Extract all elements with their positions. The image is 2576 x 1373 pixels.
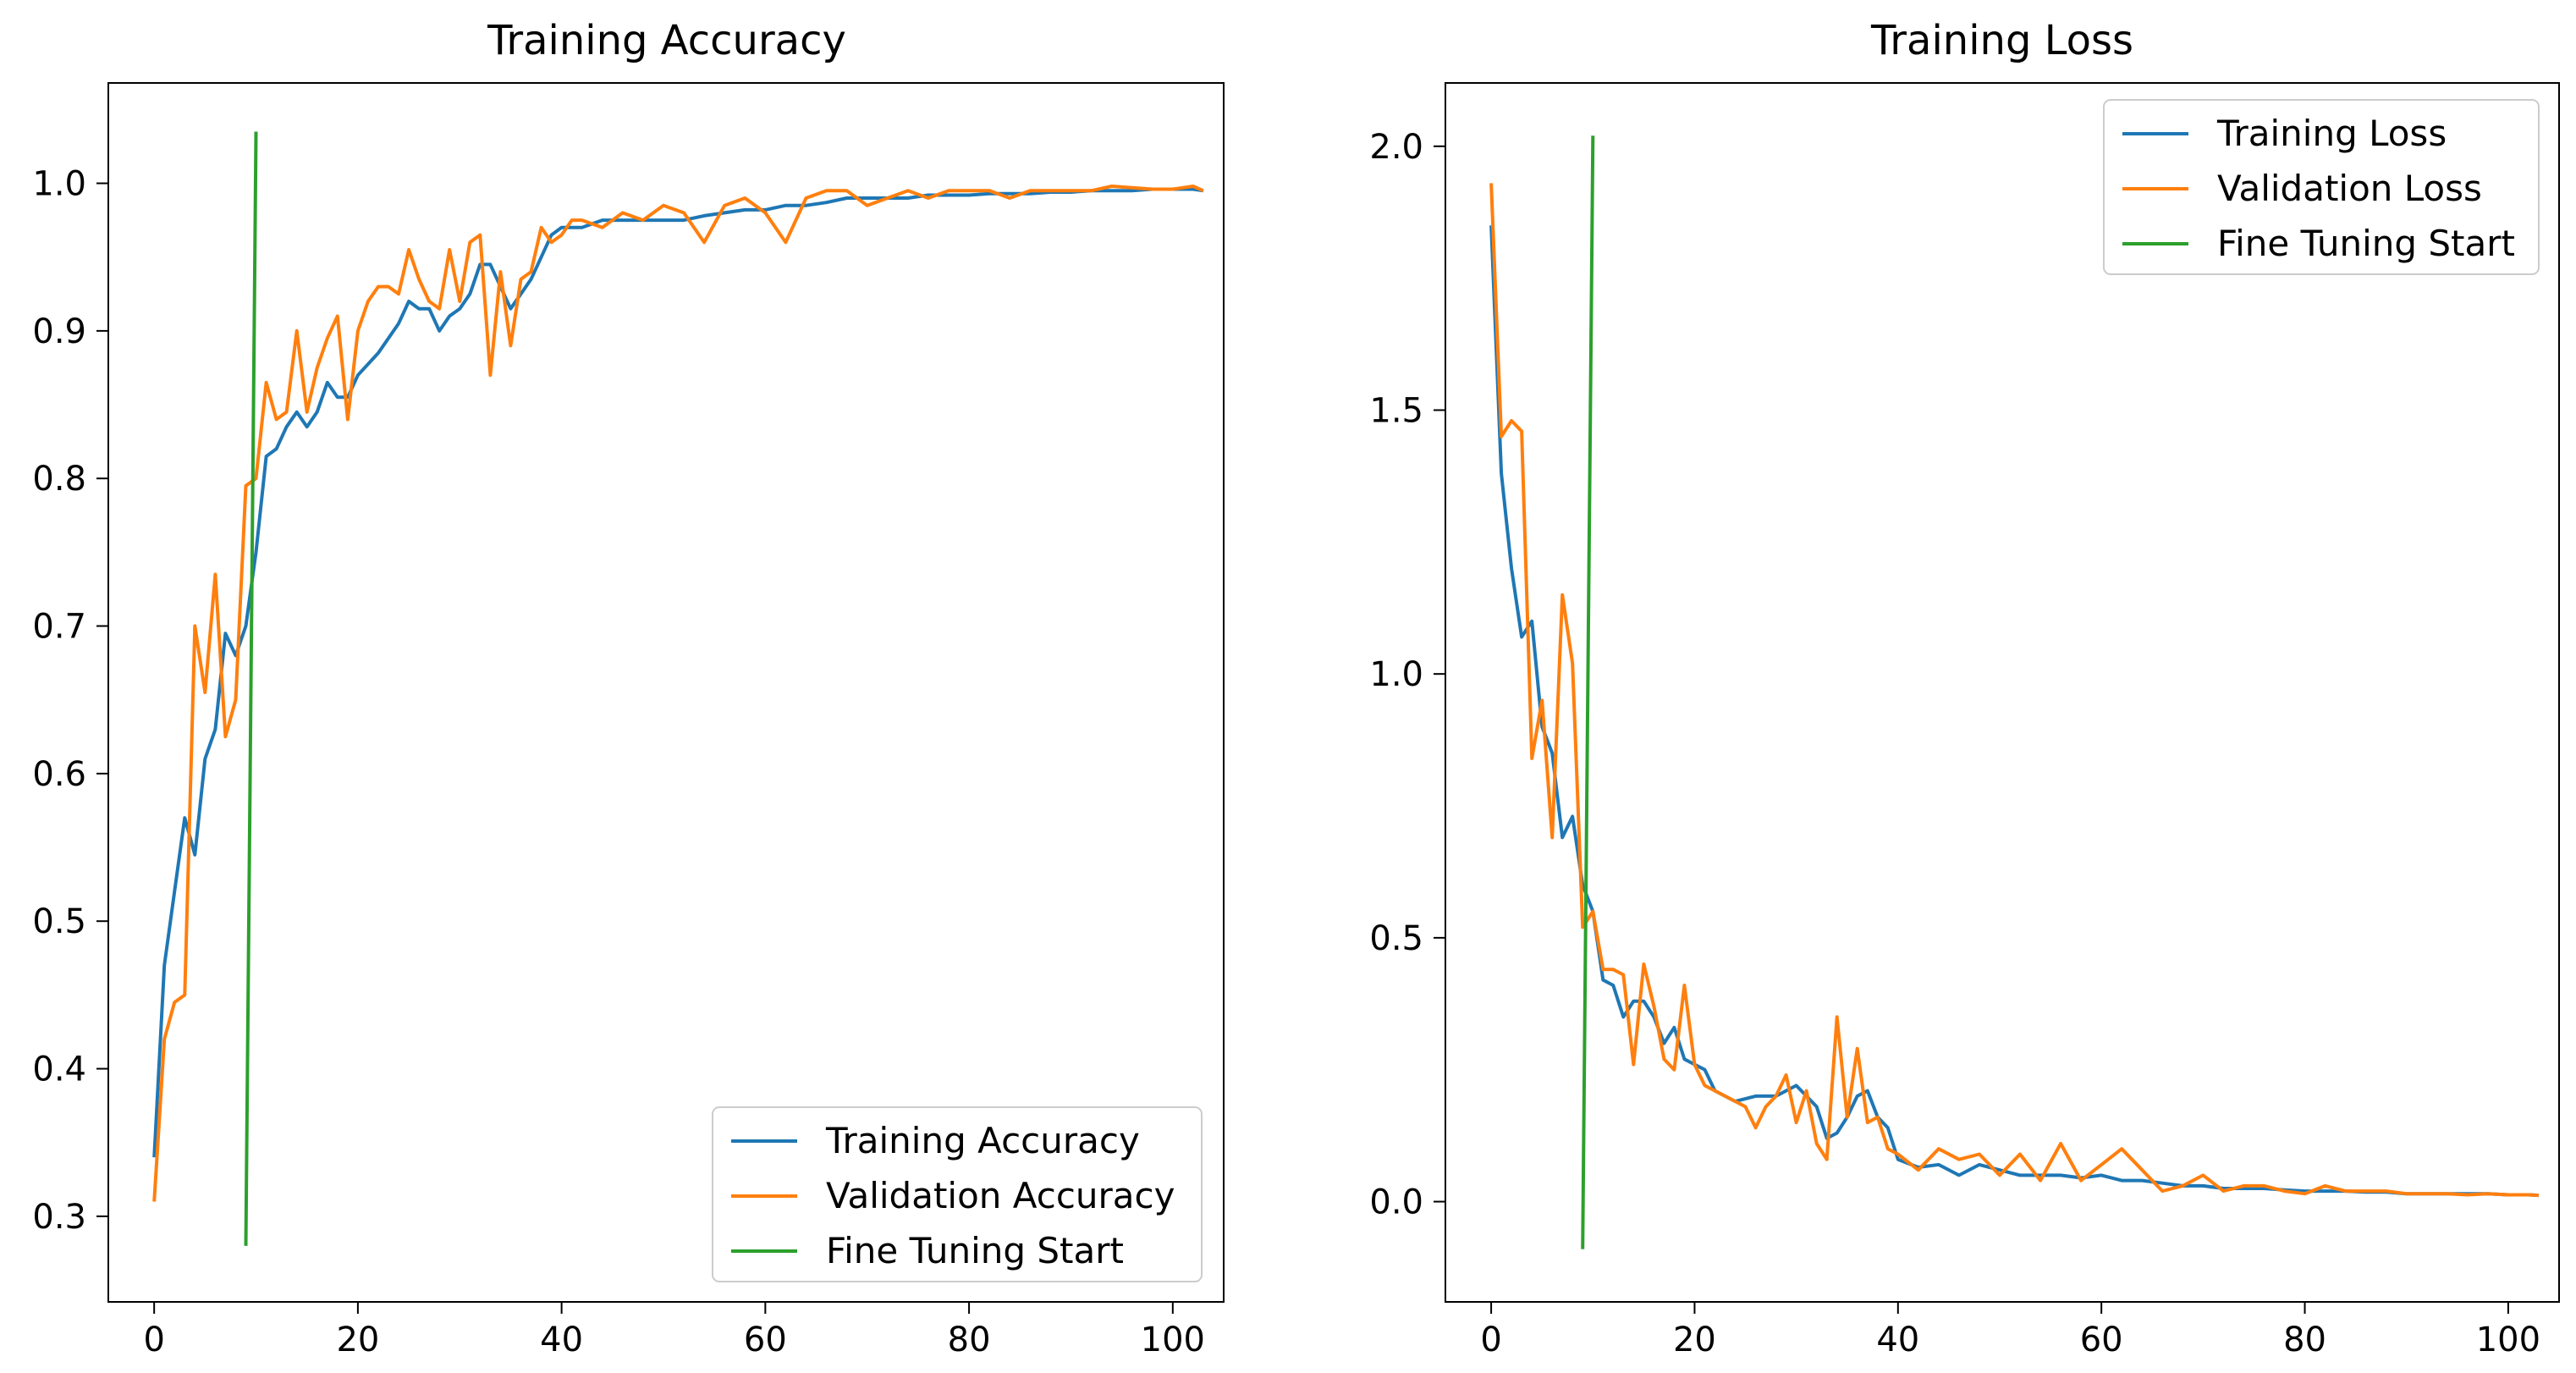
accuracy-series-fine-tuning-start <box>244 131 258 1246</box>
loss-xtick-label: 0 <box>1480 1321 1501 1359</box>
accuracy-axes-frame <box>107 82 1225 1303</box>
accuracy-ytick-label: 0.9 <box>32 312 86 351</box>
loss-ytick-label: 0.0 <box>1369 1183 1423 1222</box>
loss-series-validation-loss <box>1489 183 2540 1198</box>
loss-legend-box <box>2103 99 2540 275</box>
accuracy-xtick-label: 0 <box>143 1321 164 1359</box>
loss-xtick-label: 40 <box>1876 1321 1919 1359</box>
accuracy-chart: Training Accuracy 0 20 40 60 80 1000.30.40.50… <box>32 17 1225 1359</box>
accuracy-legend-label-validation-accuracy: Validation Accuracy <box>826 1175 1175 1216</box>
accuracy-ytick-label: 0.5 <box>32 902 86 941</box>
loss-legend: Training Loss Validation Loss Fine Tuning … <box>2103 99 2540 275</box>
loss-xtick-label: 60 <box>2080 1321 2123 1359</box>
loss-legend-label-validation-loss: Validation Loss <box>2217 168 2482 209</box>
accuracy-plot-area <box>152 131 1204 1246</box>
accuracy-legend-label-training-accuracy: Training Accuracy <box>825 1120 1140 1161</box>
accuracy-chart-title: Training Accuracy <box>487 17 846 64</box>
accuracy-legend-box <box>712 1106 1203 1282</box>
accuracy-ytick-label: 0.6 <box>32 755 86 794</box>
loss-series-training-loss <box>1489 225 2540 1198</box>
loss-chart-title: Training Loss <box>1870 17 2133 64</box>
loss-axes-frame <box>1445 82 2560 1303</box>
loss-ytick-label: 1.5 <box>1369 391 1423 430</box>
loss-legend-label-fine-tuning-start: Fine Tuning Start <box>2217 223 2515 264</box>
loss-plot-area <box>1489 135 2540 1249</box>
accuracy-ytick-label: 0.7 <box>32 608 86 647</box>
loss-xtick-label: 80 <box>2283 1321 2326 1359</box>
loss-ytick-label: 2.0 <box>1369 128 1423 167</box>
accuracy-xtick-label: 60 <box>744 1321 787 1359</box>
accuracy-legend-label-fine-tuning-start: Fine Tuning Start <box>826 1230 1124 1271</box>
loss-xtick-label: 100 <box>2476 1321 2540 1359</box>
loss-ytick-label: 1.0 <box>1369 655 1423 694</box>
loss-legend-label-training-loss: Training Loss <box>2216 113 2447 154</box>
accuracy-xtick-label: 100 <box>1141 1321 1205 1359</box>
accuracy-xtick-label: 80 <box>948 1321 991 1359</box>
loss-series-fine-tuning-start <box>1581 135 1595 1249</box>
accuracy-ytick-label: 0.8 <box>32 460 86 499</box>
accuracy-series-validation-accuracy <box>152 185 1204 1202</box>
loss-ticks: 0 20 40 60 80 100 0.0 0.5 1.0 1.5 2.0 <box>1369 128 2540 1359</box>
accuracy-xtick-label: 20 <box>336 1321 379 1359</box>
accuracy-ytick-label: 0.3 <box>32 1198 86 1237</box>
accuracy-series-training-accuracy <box>152 187 1204 1158</box>
accuracy-legend: Training Accuracy Validation Accuracy Fine… <box>712 1106 1203 1282</box>
accuracy-ytick-label: 1.0 <box>32 165 86 204</box>
accuracy-ticks: 0 20 40 60 80 100 0.3 0.4 0.5 0.6 0.7 0.8 0.9 1.0 <box>32 165 1205 1359</box>
accuracy-ytick-label: 0.4 <box>32 1050 86 1089</box>
loss-chart: Training Loss 0 20 40 60 80 100 0.0 0.5 1.0 1.5 2.… <box>1369 17 2560 1359</box>
loss-xtick-label: 20 <box>1673 1321 1716 1359</box>
accuracy-xtick-label: 40 <box>540 1321 583 1359</box>
loss-ytick-label: 0.5 <box>1369 919 1423 958</box>
